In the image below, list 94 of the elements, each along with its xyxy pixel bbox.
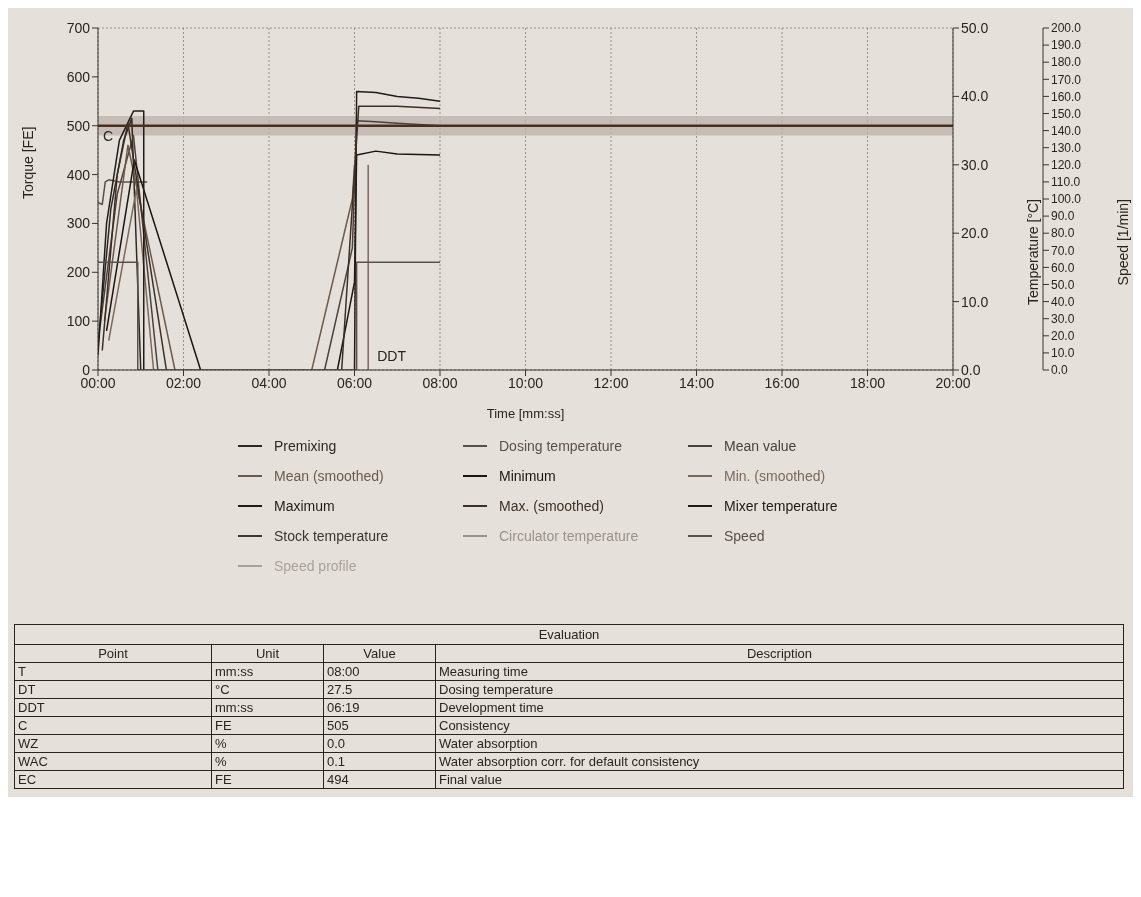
y2-tick-label: 40.0 (961, 88, 989, 105)
legend-label: Circulator temperature (499, 528, 639, 544)
text: 0.1 (323, 752, 436, 771)
text: mm:ss (211, 698, 324, 717)
text: C (14, 716, 212, 735)
legend-label: Premixing (274, 438, 337, 454)
legend-label: Stock temperature (274, 528, 389, 544)
text: 06:19 (323, 698, 436, 717)
text: % (211, 734, 324, 753)
text: DDT (14, 698, 212, 717)
x-tick-label: 18:00 (849, 374, 886, 391)
text: Water absorption (435, 734, 1124, 753)
y3-tick-label: 110.0 (1051, 175, 1081, 190)
y-tick-label: 300 (66, 215, 91, 232)
y3-tick-label: 20.0 (1051, 329, 1075, 344)
y3-tick-label: 200.0 (1051, 21, 1082, 36)
y3-tick-label: 80.0 (1051, 226, 1075, 241)
y2-tick-label: 50.0 (961, 19, 989, 36)
text: °C (211, 680, 324, 699)
x-tick-label: 14:00 (678, 374, 715, 391)
y-tick-label: 700 (66, 19, 91, 36)
ref-line-label: C (103, 127, 114, 144)
text: Description (435, 644, 1124, 663)
y3-tick-label: 190.0 (1051, 38, 1082, 53)
y3-tick-label: 100.0 (1051, 192, 1082, 207)
text: Unit (211, 644, 324, 663)
y3-tick-label: 70.0 (1051, 243, 1075, 258)
text: FE (211, 770, 324, 789)
y3-tick-label: 10.0 (1051, 346, 1075, 361)
x-tick-label: 16:00 (764, 374, 800, 391)
y3-axis-title: Speed [1/min] (1114, 199, 1131, 286)
y3-tick-label: 40.0 (1051, 294, 1075, 309)
text: 08:00 (323, 662, 436, 681)
annotation: DDT (377, 348, 407, 364)
y2-tick-label: 30.0 (961, 156, 989, 173)
text: Measuring time (435, 662, 1124, 681)
legend-label: Dosing temperature (499, 438, 622, 454)
y-tick-label: 200 (66, 264, 91, 281)
text: T (14, 662, 212, 681)
y3-tick-label: 130.0 (1051, 140, 1082, 155)
text: 27.5 (323, 680, 436, 699)
text: DT (14, 680, 212, 699)
y3-tick-label: 160.0 (1051, 89, 1082, 104)
y3-tick-label: 170.0 (1051, 72, 1082, 87)
x-axis-title: Time [mm:ss] (486, 406, 565, 421)
x-tick-label: 08:00 (422, 374, 458, 391)
y-tick-label: 100 (66, 313, 91, 330)
x-tick-label: 06:00 (336, 374, 373, 391)
text: Consistency (435, 716, 1124, 735)
y3-tick-label: 120.0 (1051, 158, 1082, 173)
y2-tick-label: 20.0 (961, 225, 989, 242)
y3-tick-label: 140.0 (1051, 123, 1082, 138)
legend-label: Mixer temperature (724, 498, 838, 514)
text: EC (14, 770, 212, 789)
legend-label: Minimum (499, 468, 556, 484)
y3-tick-label: 0.0 (1051, 363, 1069, 378)
text: Value (323, 644, 436, 663)
y3-tick-label: 150.0 (1051, 106, 1082, 121)
legend-label: Maximum (274, 498, 335, 514)
text: WZ (14, 734, 212, 753)
y-axis-title: Torque [FE] (19, 126, 36, 199)
legend-label: Max. (smoothed) (499, 498, 605, 514)
text: % (211, 752, 324, 771)
text: Water absorption corr. for default consistency (435, 752, 1124, 771)
x-tick-label: 04:00 (251, 374, 287, 391)
text: 505 (323, 716, 436, 735)
x-tick-label: 02:00 (165, 374, 202, 391)
y-tick-label: 500 (66, 117, 91, 134)
y3-tick-label: 60.0 (1051, 260, 1075, 275)
y3-tick-label: 180.0 (1051, 55, 1082, 70)
y-tick-label: 600 (66, 68, 91, 85)
y2-axis-title: Temperature [°C] (1024, 199, 1041, 305)
legend-label: Mean (smoothed) (274, 468, 384, 484)
legend-label: Speed profile (274, 558, 357, 574)
legend-label: Mean value (724, 438, 797, 454)
y3-tick-label: 50.0 (1051, 277, 1075, 292)
x-tick-label: 12:00 (593, 374, 629, 391)
text: FE (211, 716, 324, 735)
text: Evaluation (14, 624, 1124, 645)
text: Final value (435, 770, 1124, 789)
y3-tick-label: 90.0 (1051, 209, 1075, 224)
text: Point (14, 644, 212, 663)
y-tick-label: 400 (66, 166, 91, 183)
text: WAC (14, 752, 212, 771)
y2-tick-label: 10.0 (961, 293, 989, 310)
text: Dosing temperature (435, 680, 1124, 699)
text: 0.0 (323, 734, 436, 753)
x-tick-label: 10:00 (507, 374, 544, 391)
text: Development time (435, 698, 1124, 717)
text: 494 (323, 770, 436, 789)
y3-tick-label: 30.0 (1051, 311, 1075, 326)
legend-label: Min. (smoothed) (724, 468, 826, 484)
text: mm:ss (211, 662, 324, 681)
legend-label: Speed (724, 528, 765, 544)
